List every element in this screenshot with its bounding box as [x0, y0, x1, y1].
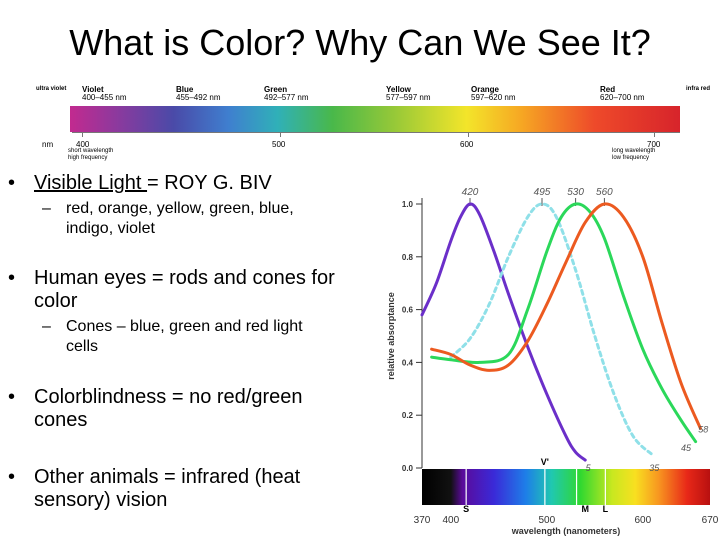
band-infrared: infra red	[686, 86, 711, 92]
absorptance-chart: 0.0 0.2 0.4 0.6 0.8 1.0 relative absorptance S V…	[386, 187, 719, 536]
x-tick-label: 400	[442, 515, 459, 526]
y-tick-label: 0.8	[402, 253, 414, 262]
peak-label: 530	[567, 187, 584, 198]
slide-title: What is Color? Why Can We See It?	[69, 22, 651, 63]
band-yellow: Yellow 577–597 nm	[386, 85, 431, 102]
y-tick-label: 0.0	[402, 464, 414, 473]
x-tick-label: 670	[702, 515, 719, 526]
peak-label: 420	[462, 187, 479, 198]
band-ultraviolet: ultra violet	[36, 86, 67, 92]
x-axis-label: wavelength (nanometers)	[511, 526, 621, 536]
label-m: M	[581, 504, 589, 514]
band-green: Green 492–577 nm	[264, 85, 309, 102]
spectrum-tick	[280, 133, 281, 137]
long-wavelength-note: long wavelength low frequency	[612, 148, 656, 161]
y-tick-label: 1.0	[402, 200, 414, 209]
spectrum-label-500: 500	[272, 140, 286, 149]
band-blue: Blue 455–492 nm	[176, 85, 221, 102]
y-tick-label: 0.2	[402, 411, 414, 420]
spectrum-label-400: 400	[76, 140, 90, 149]
peak-label: 495	[534, 187, 551, 198]
sub-bullet-roygbiv: red, orange, yellow, green, blue,indigo,…	[42, 199, 294, 239]
label-v-prime: V'	[541, 457, 549, 467]
y-tick-label: 0.6	[402, 306, 414, 315]
curve-end-label: 58	[698, 424, 708, 434]
spectrum-label-600: 600	[460, 140, 474, 149]
y-tick-label: 0.4	[402, 358, 414, 367]
label-s: S	[463, 504, 469, 514]
bullet-visible-light: Visible Light = ROY G. BIV	[8, 172, 272, 195]
wavelength-color-strip	[422, 469, 710, 505]
y-axis-label: relative absorptance	[386, 292, 396, 380]
spectrum-scale-line	[72, 132, 680, 133]
curve-end-label: 35	[649, 463, 660, 473]
band-red: Red 620–700 nm	[600, 85, 645, 102]
band-orange: Orange 597–620 nm	[471, 85, 516, 102]
x-tick-label: 600	[634, 515, 651, 526]
curve-end-label: 5	[586, 463, 592, 473]
x-tick-label: 370	[414, 515, 431, 526]
spectrum-label-700: 700	[647, 140, 661, 149]
curve-end-label: 45	[681, 443, 692, 453]
curve-short-420	[420, 202, 587, 462]
label-l: L	[603, 504, 609, 514]
band-violet: Violet 400–455 nm	[82, 85, 127, 102]
short-wavelength-note: short wavelength high frequency	[68, 148, 114, 161]
curve-rod-495	[449, 202, 654, 457]
spectrum-tick	[82, 133, 83, 137]
spectrum-tick	[468, 133, 469, 137]
spectrum-unit: nm	[42, 140, 54, 149]
curve-medium-530	[430, 202, 698, 444]
peak-label: 560	[596, 187, 613, 198]
visible-spectrum-bar	[70, 106, 680, 132]
x-tick-label: 500	[538, 515, 555, 526]
curve-long-560	[430, 202, 702, 430]
spectrum-tick	[654, 133, 655, 137]
